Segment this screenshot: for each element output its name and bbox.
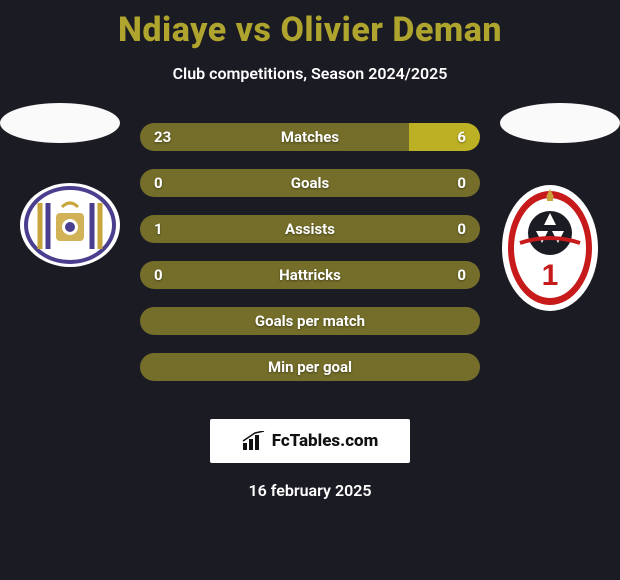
stat-row: Goals per match xyxy=(140,307,480,335)
stat-value-left: 0 xyxy=(154,266,163,284)
stat-row: 0 0 Goals xyxy=(140,169,480,197)
stat-value-right: 0 xyxy=(457,174,466,192)
club-crest-right: 1 xyxy=(500,183,600,313)
chart-icon xyxy=(242,431,266,451)
page-title: Ndiaye vs Olivier Deman xyxy=(0,0,620,50)
stat-label: Goals per match xyxy=(255,312,365,330)
stat-value-right: 6 xyxy=(457,128,466,146)
stat-label: Hattricks xyxy=(279,266,341,284)
stat-row: 1 0 Assists xyxy=(140,215,480,243)
stat-label: Assists xyxy=(285,220,335,238)
crest-number: 1 xyxy=(542,259,559,292)
stat-label: Min per goal xyxy=(268,358,352,376)
club-crest-left xyxy=(20,183,120,267)
stat-label: Matches xyxy=(281,128,339,146)
stat-label: Goals xyxy=(291,174,329,192)
watermark-text: FcTables.com xyxy=(272,431,379,451)
stat-value-left: 0 xyxy=(154,174,163,192)
stat-row: 23 6 Matches xyxy=(140,123,480,151)
stat-value-left: 1 xyxy=(154,220,163,238)
comparison-panel: 1 23 6 Matches 0 0 Goals 1 0 Assists 0 0 Hattricks G… xyxy=(0,111,620,411)
stat-value-right: 0 xyxy=(457,220,466,238)
stat-row: Min per goal xyxy=(140,353,480,381)
stat-value-left: 23 xyxy=(154,128,171,146)
date-text: 16 february 2025 xyxy=(0,481,620,500)
player-photo-left-placeholder xyxy=(0,103,120,143)
subtitle: Club competitions, Season 2024/2025 xyxy=(0,64,620,83)
watermark: FcTables.com xyxy=(210,419,410,463)
stat-row: 0 0 Hattricks xyxy=(140,261,480,289)
stat-bars: 23 6 Matches 0 0 Goals 1 0 Assists 0 0 Hattricks Goa… xyxy=(140,123,480,399)
stat-value-right: 0 xyxy=(457,266,466,284)
player-photo-right-placeholder xyxy=(500,103,620,143)
